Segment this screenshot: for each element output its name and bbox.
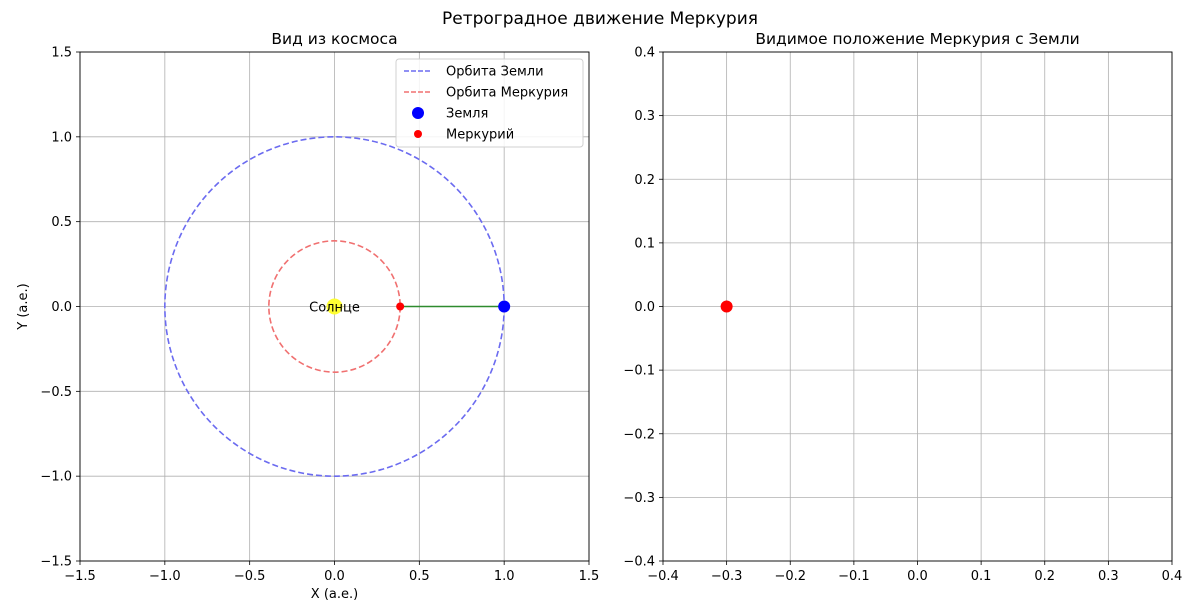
chart-2: −0.4 −0.3 −0.2 −0.1 0.0 0.1 0.2 0.3 0.4 −0.4 −0.3 −… [623,30,1182,584]
sun-marker [326,298,343,315]
y-tick-label: 0.4 [634,46,655,61]
y-tick-label: 0.0 [634,300,655,315]
figure-suptitle: Ретроградное движение Меркурия [441,9,758,29]
x-tick-label: −0.3 [711,569,743,584]
x-tick-label: 0.2 [1034,569,1055,584]
x-tick-label: 0.4 [1162,569,1183,584]
y-tick-label: −0.3 [623,491,655,506]
chart-title: Видимое положение Меркурия с Земли [755,30,1079,48]
y-tick-label: 0.0 [51,300,72,315]
axes-frame [662,51,1173,562]
legend-label: Меркурий [446,128,514,143]
x-tick-label: −1.5 [64,569,96,584]
legend-swatch-body-2 [414,130,422,138]
apparent-position-point [720,300,733,313]
x-tick-label: 0.1 [971,569,992,584]
y-tick-label: −0.2 [623,427,655,442]
y-tick-label: −1.0 [40,470,72,485]
y-tick-label: −0.5 [40,385,72,400]
x-tick-label: −0.4 [647,569,679,584]
axes-frame [79,51,590,562]
legend-box [395,58,584,148]
x-tick-label: 0.3 [1098,569,1119,584]
legend-swatch-body-1 [412,107,424,119]
x-tick-label: −1.0 [149,569,181,584]
x-tick-label: 0.5 [409,569,430,584]
legend-label: Земля [446,107,488,122]
sun-label: Солнце [309,301,360,316]
y-tick-label: −1.5 [40,555,72,570]
legend-label: Орбита Меркурия [446,86,568,101]
y-tick-label: −0.1 [623,364,655,379]
y-tick-label: −0.4 [623,555,655,570]
y-tick-label: 0.1 [634,236,655,251]
body-marker-2 [396,302,405,311]
body-marker-1 [498,300,511,313]
legend-label: Орбита Земли [446,65,544,80]
x-tick-label: 0.0 [324,569,345,584]
x-axis-label: X (а.е.) [311,587,358,600]
chart-title: Вид из космоса [271,30,397,48]
x-tick-label: 0.0 [907,569,928,584]
y-tick-label: 0.2 [634,173,655,188]
chart-1: −1.5 −1.0 −0.5 0.0 0.5 1.0 1.5 −1.5 −1.0 −0.5 0.0 0… [16,30,599,600]
x-tick-label: −0.1 [838,569,870,584]
y-tick-label: 0.3 [634,109,655,124]
x-tick-label: 1.0 [494,569,515,584]
y-tick-label: 1.0 [51,130,72,145]
y-axis-label: Y (а.е.) [16,283,31,330]
x-tick-label: −0.5 [234,569,266,584]
x-tick-label: −0.2 [774,569,806,584]
y-tick-label: 0.5 [51,215,72,230]
x-tick-label: 1.5 [579,569,600,584]
y-tick-label: 1.5 [51,46,72,61]
